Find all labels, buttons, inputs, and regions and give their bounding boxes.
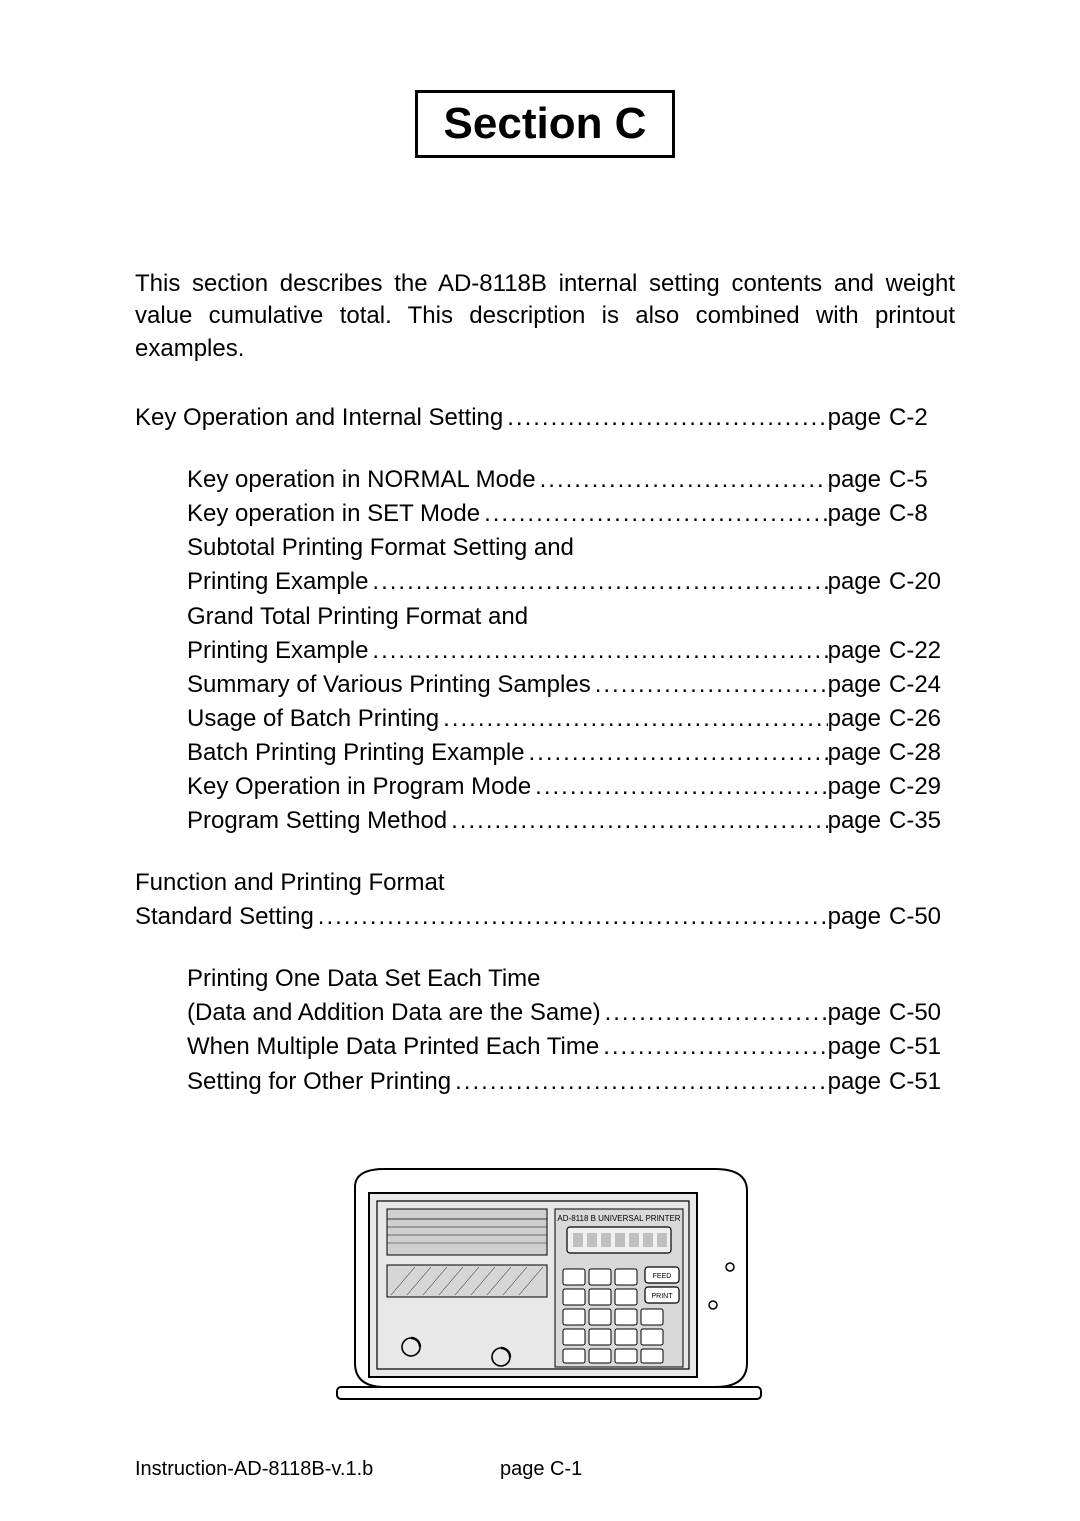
toc-page-number: C-51 xyxy=(889,1030,955,1064)
toc-dots xyxy=(368,634,827,668)
toc-row: Printing One Data Set Each Time xyxy=(135,962,955,996)
toc-row: Subtotal Printing Format Setting and xyxy=(135,531,955,565)
toc-row: Usage of Batch Printing pageC-26 xyxy=(135,702,955,736)
toc-page-word: page xyxy=(828,401,889,435)
toc-dots xyxy=(601,996,828,1030)
toc-page-number: C-2 xyxy=(889,401,955,435)
toc-row: Summary of Various Printing Samples pageC… xyxy=(135,668,955,702)
toc-label: Key operation in SET Mode xyxy=(187,497,480,531)
toc-page-number: C-8 xyxy=(889,497,955,531)
toc-page-number: C-5 xyxy=(889,463,955,497)
toc-label: Program Setting Method xyxy=(187,804,447,838)
toc-label: Standard Setting xyxy=(135,900,314,934)
toc-page-word: page xyxy=(828,497,889,531)
toc-label: Function and Printing Format xyxy=(135,866,444,900)
toc-page-word: page xyxy=(828,565,889,599)
section-title-box: Section C xyxy=(415,90,676,158)
toc-page-number: C-50 xyxy=(889,996,955,1030)
svg-text:FEED: FEED xyxy=(653,1273,672,1280)
device-illustration: AD-8118 B UNIVERSAL PRINTER FEED PRINT xyxy=(315,1157,775,1447)
device-illustration-wrap: AD-8118 B UNIVERSAL PRINTER FEED PRINT xyxy=(135,1157,955,1452)
toc-row: Key operation in NORMAL Mode pageC-5 xyxy=(135,463,955,497)
toc-dots xyxy=(314,900,828,934)
toc-label: Key operation in NORMAL Mode xyxy=(187,463,536,497)
footer-doc-id: Instruction-AD-8118B-v.1.b xyxy=(135,1458,373,1481)
toc-page-number: C-20 xyxy=(889,565,955,599)
toc-row: (Data and Addition Data are the Same) pag… xyxy=(135,996,955,1030)
footer-page-label: page C-1 xyxy=(500,1458,582,1481)
toc-page-number: C-29 xyxy=(889,770,955,804)
toc-dots xyxy=(591,668,828,702)
toc-label: Grand Total Printing Format and xyxy=(187,600,528,634)
section-title-wrap: Section C xyxy=(135,90,955,218)
toc-page-number: C-22 xyxy=(889,634,955,668)
toc-label: Usage of Batch Printing xyxy=(187,702,439,736)
toc-page-word: page xyxy=(828,900,889,934)
toc-dots xyxy=(536,463,828,497)
toc-dots xyxy=(531,770,827,804)
toc-dots xyxy=(368,565,827,599)
toc-page-number: C-28 xyxy=(889,736,955,770)
toc-page-word: page xyxy=(828,702,889,736)
toc-row: Printing Example pageC-22 xyxy=(135,634,955,668)
toc-page-number: C-51 xyxy=(889,1065,955,1099)
toc-dots xyxy=(439,702,827,736)
toc-page-number: C-35 xyxy=(889,804,955,838)
table-of-contents: Key Operation and Internal SettingpageC-… xyxy=(135,401,955,1098)
toc-dots xyxy=(599,1030,827,1064)
toc-dots xyxy=(451,1065,827,1099)
toc-label: Setting for Other Printing xyxy=(187,1065,451,1099)
toc-page-word: page xyxy=(828,996,889,1030)
toc-label: Printing Example xyxy=(187,565,368,599)
toc-row: Function and Printing Format xyxy=(135,866,955,900)
toc-row: Batch Printing Printing Example pageC-28 xyxy=(135,736,955,770)
toc-label: Printing One Data Set Each Time xyxy=(187,962,541,996)
toc-dots xyxy=(480,497,828,531)
toc-row: Key Operation and Internal Setting pageC-… xyxy=(135,401,955,435)
toc-page-word: page xyxy=(828,804,889,838)
toc-row: Printing Example pageC-20 xyxy=(135,565,955,599)
toc-label: (Data and Addition Data are the Same) xyxy=(187,996,601,1030)
toc-page-number: C-24 xyxy=(889,668,955,702)
toc-row: Setting for Other Printing pageC-51 xyxy=(135,1065,955,1099)
toc-page-word: page xyxy=(828,736,889,770)
toc-label: Summary of Various Printing Samples xyxy=(187,668,591,702)
toc-page-word: page xyxy=(828,634,889,668)
toc-label: Printing Example xyxy=(187,634,368,668)
toc-dots xyxy=(447,804,827,838)
toc-label: Key Operation and Internal Setting xyxy=(135,401,503,435)
toc-page-number: C-50 xyxy=(889,900,955,934)
toc-page-word: page xyxy=(828,770,889,804)
toc-dots xyxy=(503,401,827,435)
toc-row: Program Setting Method pageC-35 xyxy=(135,804,955,838)
toc-page-word: page xyxy=(828,1030,889,1064)
toc-row: Standard Setting pageC-50 xyxy=(135,900,955,934)
toc-label: Batch Printing Printing Example xyxy=(187,736,525,770)
svg-text:PRINT: PRINT xyxy=(652,1293,674,1300)
toc-label: When Multiple Data Printed Each Time xyxy=(187,1030,599,1064)
toc-row: Key operation in SET Mode pageC-8 xyxy=(135,497,955,531)
intro-paragraph: This section describes the AD-8118B inte… xyxy=(135,268,955,365)
toc-row: Grand Total Printing Format and xyxy=(135,600,955,634)
toc-page-word: page xyxy=(828,668,889,702)
section-title: Section C xyxy=(444,99,647,148)
toc-dots xyxy=(525,736,828,770)
toc-row: Key Operation in Program Mode pageC-29 xyxy=(135,770,955,804)
toc-page-word: page xyxy=(828,463,889,497)
device-label: AD-8118 B UNIVERSAL PRINTER xyxy=(557,1214,680,1223)
toc-label: Subtotal Printing Format Setting and xyxy=(187,531,574,565)
toc-page-number: C-26 xyxy=(889,702,955,736)
toc-label: Key Operation in Program Mode xyxy=(187,770,531,804)
toc-page-word: page xyxy=(828,1065,889,1099)
toc-row: When Multiple Data Printed Each Time page… xyxy=(135,1030,955,1064)
